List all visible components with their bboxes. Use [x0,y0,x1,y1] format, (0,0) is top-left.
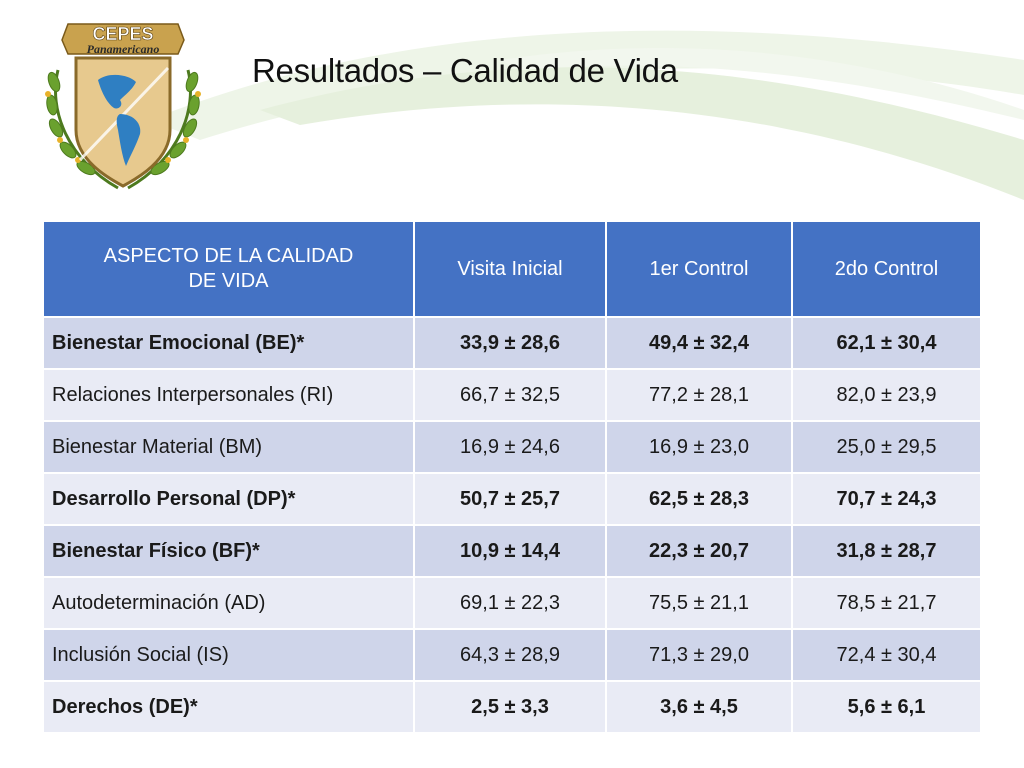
cell-visita-inicial: 10,9 ± 14,4 [414,524,607,577]
cell-visita-inicial: 16,9 ± 24,6 [414,420,607,473]
cell-aspect: Bienestar Físico (BF)* [44,524,415,577]
logo-text-bottom: Panamericano [87,42,160,56]
table-row: Bienestar Físico (BF)* 10,9 ± 14,4 22,3 … [44,524,980,577]
cell-visita-inicial: 64,3 ± 28,9 [414,628,607,681]
header-aspect-line2: DE VIDA [188,270,269,292]
header-aspect-line1: ASPECTO DE LA CALIDAD [103,245,354,267]
cell-2do-control: 82,0 ± 23,9 [792,368,980,421]
cell-2do-control: 25,0 ± 29,5 [792,420,980,473]
cell-1er-control: 71,3 ± 29,0 [606,628,793,681]
cell-aspect: Derechos (DE)* [44,680,415,732]
cell-aspect: Bienestar Emocional (BE)* [44,316,415,369]
table-row: Autodeterminación (AD) 69,1 ± 22,3 75,5 … [44,576,980,629]
cell-visita-inicial: 33,9 ± 28,6 [414,316,607,369]
table-row: Derechos (DE)* 2,5 ± 3,3 3,6 ± 4,5 5,6 ±… [44,680,980,732]
cell-1er-control: 16,9 ± 23,0 [606,420,793,473]
cell-2do-control: 31,8 ± 28,7 [792,524,980,577]
cell-2do-control: 78,5 ± 21,7 [792,576,980,629]
table-row: Bienestar Material (BM) 16,9 ± 24,6 16,9… [44,420,980,473]
background-swoosh [150,30,1024,200]
cell-1er-control: 75,5 ± 21,1 [606,576,793,629]
table-header-row: ASPECTO DE LA CALIDAD DE VIDA Visita Ini… [44,222,980,317]
cell-2do-control: 5,6 ± 6,1 [792,680,980,732]
quality-of-life-table: ASPECTO DE LA CALIDAD DE VIDA Visita Ini… [44,222,980,732]
header-visita-inicial: Visita Inicial [414,222,607,317]
cell-1er-control: 49,4 ± 32,4 [606,316,793,369]
cell-aspect: Relaciones Interpersonales (RI) [44,368,415,421]
table-row: Bienestar Emocional (BE)* 33,9 ± 28,6 49… [44,316,980,369]
cell-visita-inicial: 2,5 ± 3,3 [414,680,607,732]
cell-2do-control: 72,4 ± 30,4 [792,628,980,681]
table-row: Desarrollo Personal (DP)* 50,7 ± 25,7 62… [44,472,980,525]
header-aspect: ASPECTO DE LA CALIDAD DE VIDA [44,222,415,317]
cell-1er-control: 62,5 ± 28,3 [606,472,793,525]
header-1er-control: 1er Control [606,222,793,317]
cell-aspect: Inclusión Social (IS) [44,628,415,681]
table-row: Relaciones Interpersonales (RI) 66,7 ± 3… [44,368,980,421]
cell-aspect: Desarrollo Personal (DP)* [44,472,415,525]
cell-aspect: Bienestar Material (BM) [44,420,415,473]
cell-visita-inicial: 69,1 ± 22,3 [414,576,607,629]
slide-title: Resultados – Calidad de Vida [252,52,678,89]
cell-visita-inicial: 66,7 ± 32,5 [414,368,607,421]
logo-text-top: CEPES [92,24,153,44]
table-row: Inclusión Social (IS) 64,3 ± 28,9 71,3 ±… [44,628,980,681]
cell-1er-control: 22,3 ± 20,7 [606,524,793,577]
cell-aspect: Autodeterminación (AD) [44,576,415,629]
cell-2do-control: 70,7 ± 24,3 [792,472,980,525]
cell-2do-control: 62,1 ± 30,4 [792,316,980,369]
cell-1er-control: 3,6 ± 4,5 [606,680,793,732]
cell-1er-control: 77,2 ± 28,1 [606,368,793,421]
cell-visita-inicial: 50,7 ± 25,7 [414,472,607,525]
cepes-logo: CEPES Panamericano [28,10,218,200]
header-2do-control: 2do Control [792,222,980,317]
